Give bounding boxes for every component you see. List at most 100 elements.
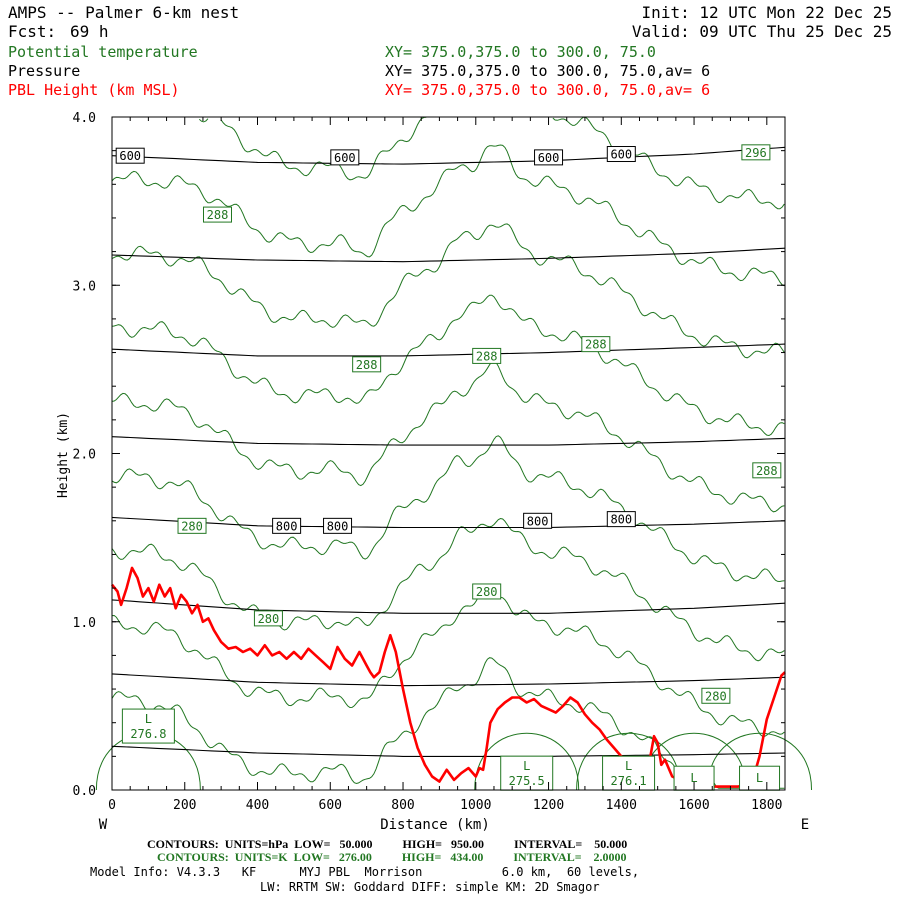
theta-label-box: [581, 336, 611, 353]
theta-contour: [111, 517, 785, 662]
pressure-label: 600: [119, 149, 141, 163]
valid-time: Valid: 09 UTC Thu 25 Dec 25: [632, 22, 892, 41]
pressure-contours: [111, 146, 786, 757]
x-tick-label: 400: [246, 798, 269, 813]
theta-label: 288: [476, 349, 498, 363]
theta-label-box: [177, 517, 207, 534]
theta-low-contour: [474, 732, 580, 791]
theta-low-contour: [707, 732, 813, 791]
pressure-label-box: [534, 149, 564, 166]
pressure-label-box: [272, 517, 302, 534]
field-xy-theta: XY= 375.0,375.0 to 300.0, 75.0: [385, 43, 656, 61]
theta-label: 296: [745, 146, 767, 160]
west-label: W: [99, 817, 108, 833]
pressure-contour-750: [111, 436, 786, 446]
theta-label-box: [352, 356, 382, 373]
theta-label: 288: [756, 464, 778, 478]
footer-physics-info: LW: RRTM SW: Goddard DIFF: simple KM: 2D…: [260, 880, 600, 894]
footer-model-info: Model Info: V4.3.3 KF MYJ PBL Morrison 6…: [90, 865, 639, 879]
field-name-pressure: Pressure: [8, 62, 80, 80]
theta-low-box: [500, 755, 554, 791]
field-name-pbl: PBL Height (km MSL): [8, 81, 180, 99]
pressure-label: 800: [327, 519, 349, 533]
theta-label: 280: [181, 519, 203, 533]
y-tick-label: 0.0: [73, 784, 96, 799]
x-tick-label: 1800: [751, 798, 782, 813]
theta-label-box: [752, 462, 782, 479]
field-xy-pressure: XY= 375.0,375.0 to 300.0, 75.0,av= 6: [385, 62, 710, 80]
theta-label: 288: [585, 338, 607, 352]
fcst-value: 69 h: [70, 22, 109, 41]
theta-low-marker: L: [625, 759, 632, 773]
y-tick-label: 4.0: [73, 111, 96, 126]
theta-contours: [95, 116, 813, 791]
theta-low-marker: L: [756, 771, 763, 785]
theta-label-box: [701, 687, 731, 704]
theta-contour: [111, 435, 785, 583]
pressure-contour-950: [111, 745, 786, 757]
pressure-label-box: [523, 512, 553, 529]
pressure-label: 800: [527, 514, 549, 528]
pressure-contour-700: [111, 343, 786, 357]
theta-contour: [111, 144, 785, 287]
theta-low-box: [602, 755, 656, 791]
theta-label-box: [253, 610, 283, 627]
theta-contour: [111, 587, 785, 737]
theta-contour: [111, 223, 785, 359]
theta-low-box: [121, 708, 175, 744]
field-xy-pbl: XY= 375.0,375.0 to 300.0, 75.0,av= 6: [385, 81, 710, 99]
x-tick-label: 600: [319, 798, 342, 813]
theta-label-box: [741, 144, 771, 161]
y-tick-label: 2.0: [73, 448, 96, 463]
theta-low-value: 276.1: [611, 774, 647, 788]
theta-contour: [111, 657, 785, 789]
theta-low-marker: L: [690, 771, 697, 785]
pressure-label: 600: [334, 151, 356, 165]
field-name-theta: Potential temperature: [8, 43, 198, 61]
pressure-label-box: [323, 517, 353, 534]
theta-contour: [198, 116, 785, 210]
pressure-contour-600: [111, 146, 786, 165]
pressure-contour-850: [111, 599, 786, 614]
theta-low-value: 275.5: [509, 774, 545, 788]
pressure-label-box: [330, 149, 360, 166]
fcst-label: Fcst:: [8, 22, 56, 41]
pressure-label-box: [115, 147, 145, 164]
footer-theta-contours: CONTOURS: UNITS=K LOW= 276.00 HIGH= 434.…: [157, 850, 627, 864]
pressure-label: 600: [610, 148, 632, 162]
init-time: Init: 12 UTC Mon 22 Dec 25: [642, 3, 892, 22]
theta-label: 288: [356, 358, 378, 372]
theta-contour: [111, 360, 785, 513]
x-tick-label: 1000: [460, 798, 491, 813]
y-tick-label: 1.0: [73, 616, 96, 631]
theta-label: 288: [207, 208, 229, 222]
pressure-label-box: [606, 146, 636, 163]
theta-low-marker: L: [145, 712, 152, 726]
theta-low-value: 276.8: [130, 727, 166, 741]
x-tick-label: 0: [108, 798, 116, 813]
x-axis-label: Distance (km): [380, 817, 490, 833]
axes: 0 200 400 600 800 1000 1200 1400 1600 1800 0.0 1.0 2…: [73, 111, 786, 813]
pressure-contour-650: [111, 247, 786, 263]
pressure-label-box: [606, 511, 636, 528]
y-tick-label: 3.0: [73, 279, 96, 294]
theta-label-box: [472, 347, 502, 364]
pressure-contour-800: [111, 516, 786, 529]
x-tick-label: 200: [173, 798, 196, 813]
pressure-contour-900: [111, 673, 786, 687]
theta-label: 280: [258, 612, 280, 626]
theta-low-contour: [576, 732, 682, 791]
chart-title: AMPS -- Palmer 6-km nest: [8, 3, 239, 22]
x-tick-label: 1400: [606, 798, 637, 813]
theta-low-marker: L: [523, 759, 530, 773]
theta-contour: [111, 294, 785, 437]
x-tick-label: 1200: [533, 798, 564, 813]
footer-pressure-contours: CONTOURS: UNITS=hPa LOW= 50.000 HIGH= 95…: [147, 837, 627, 851]
theta-label-box: [472, 583, 502, 600]
y-axis-label: Height (km): [56, 412, 71, 498]
east-label: E: [801, 817, 809, 833]
pressure-label: 600: [538, 151, 560, 165]
pbl-height-series: [110, 566, 786, 788]
pressure-label: 800: [610, 513, 632, 527]
